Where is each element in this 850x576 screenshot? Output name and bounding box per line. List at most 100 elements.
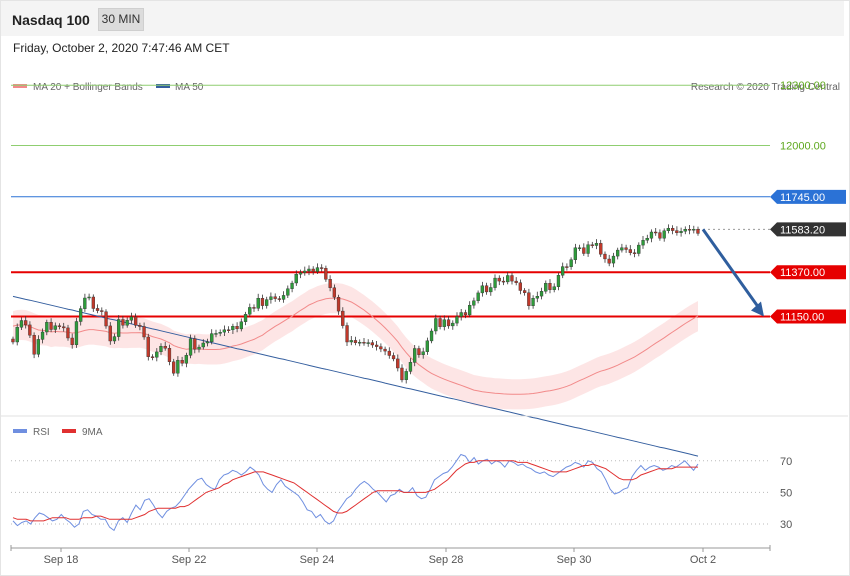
level-tag-label: 11370.00 <box>780 267 825 279</box>
candle <box>133 313 138 328</box>
candle <box>523 288 527 296</box>
candle <box>531 295 535 309</box>
level-tag-support: 11150.00 <box>770 309 846 324</box>
candle <box>493 274 497 291</box>
candle <box>311 266 315 275</box>
candle <box>472 297 476 309</box>
candle <box>349 336 353 346</box>
candle <box>649 229 654 243</box>
candle <box>129 312 133 324</box>
rsi-tick-label: 70 <box>780 456 792 468</box>
time-tick-label: Oct 2 <box>690 554 716 566</box>
time-axis: Sep 18 Sep 22 Sep 24 Sep 28 Sep 30 Oct 2 <box>10 545 771 566</box>
candle <box>226 326 231 333</box>
level-tag-last-price: 11583.20 <box>770 222 846 237</box>
timeframe-badge[interactable]: 30 MIN <box>98 8 144 31</box>
candle <box>286 285 290 298</box>
candle <box>201 339 205 350</box>
candle <box>480 281 484 297</box>
candle <box>539 287 544 300</box>
candle <box>590 241 594 249</box>
candle <box>277 296 281 302</box>
candle <box>265 296 269 309</box>
candle <box>345 322 349 346</box>
candle <box>328 275 332 292</box>
candle <box>260 294 265 310</box>
candle <box>180 356 184 367</box>
candle <box>696 226 700 236</box>
candle <box>87 293 91 301</box>
candle <box>396 354 400 372</box>
candle <box>66 324 70 341</box>
candle <box>463 309 468 319</box>
candle <box>53 322 57 333</box>
candle <box>358 339 362 347</box>
main-legend: MA 20 + Bollinger Bands MA 50 Research ©… <box>13 82 840 93</box>
candle <box>607 254 611 267</box>
candle <box>484 282 489 295</box>
candle <box>446 316 451 329</box>
candle <box>497 275 501 286</box>
candle <box>231 323 235 334</box>
candle <box>188 334 193 359</box>
candle <box>74 317 79 348</box>
candle <box>100 307 104 316</box>
candle <box>687 225 692 235</box>
time-tick-label: Sep 28 <box>429 554 464 566</box>
ma50-legend-label: MA 50 <box>175 82 204 93</box>
candle <box>468 301 472 318</box>
candle <box>645 234 649 244</box>
candle <box>429 328 434 344</box>
candle <box>527 288 531 310</box>
copyright-text: Research © 2020 Trading Central <box>691 82 840 93</box>
candle <box>24 316 28 329</box>
candle <box>565 263 569 271</box>
candle <box>11 336 15 345</box>
rsi-grid: 70 50 30 <box>11 456 792 531</box>
candle <box>518 279 523 295</box>
candle <box>556 272 561 291</box>
candle <box>256 293 260 312</box>
timestamp: Friday, October 2, 2020 7:47:46 AM CET <box>13 41 230 55</box>
candle <box>577 244 582 251</box>
candle <box>150 354 155 361</box>
candle <box>239 318 243 332</box>
candle <box>32 332 36 359</box>
candle <box>155 348 159 362</box>
candle <box>104 309 108 329</box>
candlesticks <box>11 224 700 384</box>
bollinger-band-area <box>13 283 698 410</box>
candle <box>332 284 336 300</box>
candle <box>171 358 176 376</box>
candle <box>197 344 201 353</box>
candle <box>632 249 637 258</box>
candle <box>218 329 222 337</box>
candle <box>273 293 277 302</box>
candle <box>252 304 256 312</box>
time-tick-label: Sep 30 <box>557 554 592 566</box>
candle <box>586 241 590 257</box>
candle <box>662 228 666 242</box>
candle <box>455 312 459 327</box>
candle <box>366 339 370 347</box>
candle <box>552 283 556 293</box>
level-tag-label: 11745.00 <box>780 192 825 204</box>
candle <box>400 364 404 383</box>
candle <box>36 335 41 358</box>
candle <box>616 247 620 260</box>
candle <box>476 290 480 304</box>
candle <box>573 243 578 264</box>
candle <box>70 333 74 349</box>
candle <box>193 335 197 354</box>
candle <box>353 336 358 346</box>
candle <box>459 309 463 321</box>
candle <box>654 228 658 236</box>
level-tag-label: 11583.20 <box>780 224 825 236</box>
candle <box>535 291 540 303</box>
candle <box>57 323 62 330</box>
candle <box>146 333 150 361</box>
candle <box>184 352 188 368</box>
rsi-legend-swatch <box>13 429 27 433</box>
